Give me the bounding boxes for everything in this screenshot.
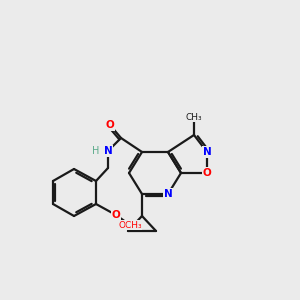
Text: O: O: [112, 210, 120, 220]
Text: N: N: [164, 189, 172, 199]
Text: O: O: [202, 168, 211, 178]
Text: CH₃: CH₃: [186, 112, 202, 122]
Text: N: N: [202, 147, 211, 157]
Text: H: H: [92, 146, 100, 156]
Text: OCH₃: OCH₃: [118, 220, 142, 230]
Text: O: O: [106, 120, 114, 130]
Text: N: N: [103, 146, 112, 156]
